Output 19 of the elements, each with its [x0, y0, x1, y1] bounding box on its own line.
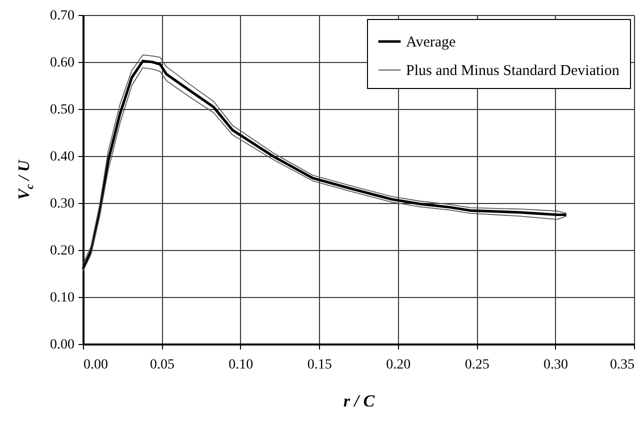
legend-label: Average	[406, 34, 456, 50]
y-tick-label: 0.10	[50, 290, 74, 306]
y-tick-label: 0.20	[50, 244, 74, 258]
y-tick-label: 0.60	[50, 56, 74, 70]
legend-label: Plus and Minus Standard Deviation	[406, 63, 620, 79]
x-tick-label: 0.10	[228, 358, 254, 372]
y-tick-label: 0.70	[50, 8, 74, 24]
y-tick-label: 0.00	[50, 338, 74, 352]
x-tick-label: 0.30	[544, 358, 568, 372]
x-tick-label: 0.20	[386, 358, 411, 372]
x-tick-label: 0.00	[84, 358, 108, 372]
x-tick-label: 0.25	[464, 358, 490, 372]
x-tick-label: 0.05	[150, 358, 174, 372]
y-tick-label: 0.40	[50, 150, 74, 164]
y-tick-label: 0.50	[50, 102, 74, 118]
x-axis-title: r / C	[343, 392, 376, 410]
y-tick-label: 0.30	[50, 196, 74, 212]
x-tick-label: 0.15	[307, 358, 332, 372]
x-tick-label: 0.35	[610, 358, 634, 372]
